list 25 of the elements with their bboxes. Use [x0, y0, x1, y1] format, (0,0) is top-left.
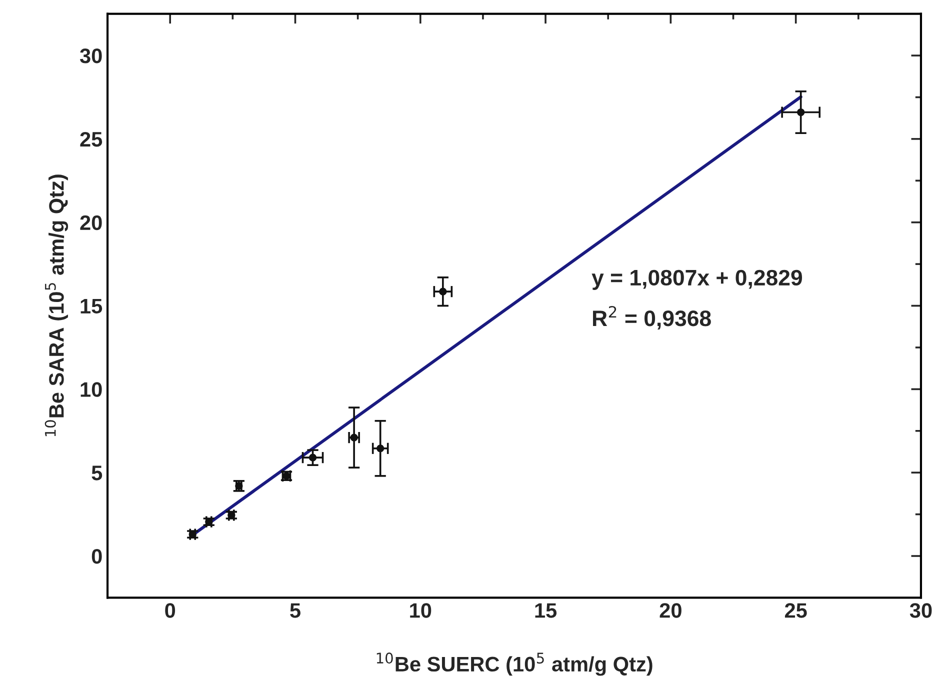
x-axis-title: $^{10}$Be SUERC (10$^{5}$ atm/g Qtz) — [376, 652, 652, 676]
point — [439, 288, 447, 296]
y-tick-label: 15 — [80, 298, 102, 314]
point — [376, 444, 384, 452]
x-tick-label: 10 — [410, 603, 432, 618]
y-tick-label: 25 — [80, 132, 102, 147]
annotation: y = 1,0807x + 0,2829 — [592, 270, 802, 290]
point — [235, 482, 243, 490]
x-tick-label: 25 — [784, 603, 807, 618]
y-tick-label: 30 — [80, 48, 102, 64]
x-tick-label: 15 — [535, 603, 557, 618]
x-tick-label: 20 — [660, 603, 682, 618]
x-tick-label: 5 — [290, 603, 300, 618]
point — [308, 454, 317, 462]
y-tick-label: 20 — [80, 215, 102, 230]
point — [797, 108, 805, 116]
y-tick-label: 10 — [80, 382, 102, 397]
y-axis-title: $^{10}$Be SARA (10$^{5}$ atm/g Qtz) — [44, 174, 68, 436]
annotation: R$^{2}$ = 0,9368 — [593, 306, 711, 330]
x-tick-label: 30 — [910, 603, 932, 618]
point — [350, 434, 358, 442]
y-tick-label: 5 — [92, 466, 102, 480]
y-tick-label: 0 — [92, 549, 102, 564]
x-tick-label: 0 — [165, 603, 176, 618]
point — [282, 472, 290, 480]
